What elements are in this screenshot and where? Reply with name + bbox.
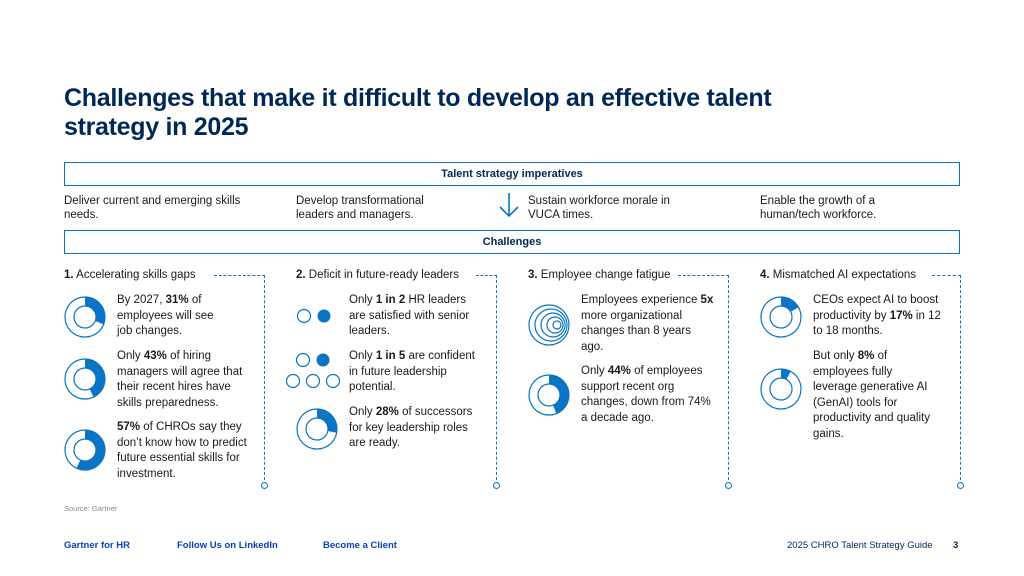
challenge-heading: 1. Accelerating skills gaps: [64, 268, 202, 282]
imperatives-header: Talent strategy imperatives: [64, 162, 960, 186]
concentric-circles-icon: [528, 304, 570, 346]
footer-link-become-client[interactable]: Become a Client: [323, 540, 397, 551]
stat-text: Employees experience 5x more organizatio…: [581, 294, 714, 353]
donut-hole: [73, 367, 97, 391]
stat-text: But only 8% of employees fully leverage …: [813, 350, 930, 440]
challenges-header: Challenges: [64, 230, 960, 254]
donut-hole: [769, 377, 793, 401]
source-note: Source: Gartner: [64, 504, 118, 513]
donut-filled-segment: [781, 369, 791, 380]
end-dot-icon: [261, 482, 268, 489]
footer-guide-title: 2025 CHRO Talent Strategy Guide: [787, 540, 933, 551]
page-number: 3: [953, 540, 959, 551]
donut-filled-segment: [317, 409, 337, 433]
stat-text: Only 43% of hiring managers will agree t…: [117, 350, 243, 409]
donut-hole: [769, 305, 793, 329]
arrow-down-icon: [499, 193, 519, 218]
donut-hole: [305, 417, 329, 441]
one-in-two-dots-icon: [296, 308, 331, 324]
imperative-item: Enable the growth of a human/tech workfo…: [760, 195, 877, 221]
imperative-item: Deliver current and emerging skills need…: [64, 195, 241, 221]
donut-hole: [537, 383, 561, 407]
donut-chart-icon: [296, 408, 338, 450]
stat-text: CEOs expect AI to boost productivity by …: [813, 294, 941, 337]
challenge-column-skills-gaps: 1. Accelerating skills gaps By 2027, 31%…: [64, 266, 269, 489]
stat-text: Only 1 in 2 HR leaders are satisfied wit…: [349, 294, 470, 337]
donut-chart-icon: [64, 429, 106, 471]
page-title: Challenges that make it difficult to dev…: [64, 84, 772, 141]
challenge-column-change-fatigue: 3. Employee change fatigue Employees exp…: [528, 266, 733, 489]
footer-link-gartner-for-hr[interactable]: Gartner for HR: [64, 540, 130, 551]
challenge-heading: 2. Deficit in future-ready leaders: [296, 268, 466, 282]
imperative-item: Develop transformational leaders and man…: [296, 195, 424, 221]
donut-chart-icon: [64, 296, 106, 338]
stat-text: Only 28% of successors for key leadershi…: [349, 406, 473, 449]
end-dot-icon: [725, 482, 732, 489]
donut-filled-segment: [781, 297, 799, 312]
donut-filled-segment: [76, 430, 105, 470]
donut-filled-segment: [85, 297, 105, 325]
donut-filled-segment: [549, 375, 569, 414]
challenge-heading: 3. Employee change fatigue: [528, 268, 677, 282]
donut-chart-icon: [760, 368, 802, 410]
footer-link-linkedin[interactable]: Follow Us on LinkedIn: [177, 540, 278, 551]
imperative-item: Sustain workforce morale in VUCA times.: [528, 195, 670, 221]
donut-hole: [73, 438, 97, 462]
stat-text: By 2027, 31% of employees will see job c…: [117, 294, 214, 337]
stat-text: Only 44% of employees support recent org…: [581, 365, 711, 424]
end-dot-icon: [957, 482, 964, 489]
one-in-five-dots-icon: [286, 352, 341, 389]
donut-filled-segment: [85, 359, 106, 398]
donut-chart-icon: [760, 296, 802, 338]
donut-chart-icon: [528, 374, 570, 416]
donut-chart-icon: [64, 358, 106, 400]
stat-text: 57% of CHROs say they don’t know how to …: [117, 421, 247, 480]
challenge-heading: 4. Mismatched AI expectations: [760, 268, 922, 282]
stat-text: Only 1 in 5 are confident in future lead…: [349, 350, 475, 393]
end-dot-icon: [493, 482, 500, 489]
challenge-column-leaders: 2. Deficit in future-ready leaders Only …: [286, 266, 501, 489]
donut-hole: [73, 305, 97, 329]
challenge-column-ai-expectations: 4. Mismatched AI expectations CEOs expec…: [760, 266, 965, 489]
